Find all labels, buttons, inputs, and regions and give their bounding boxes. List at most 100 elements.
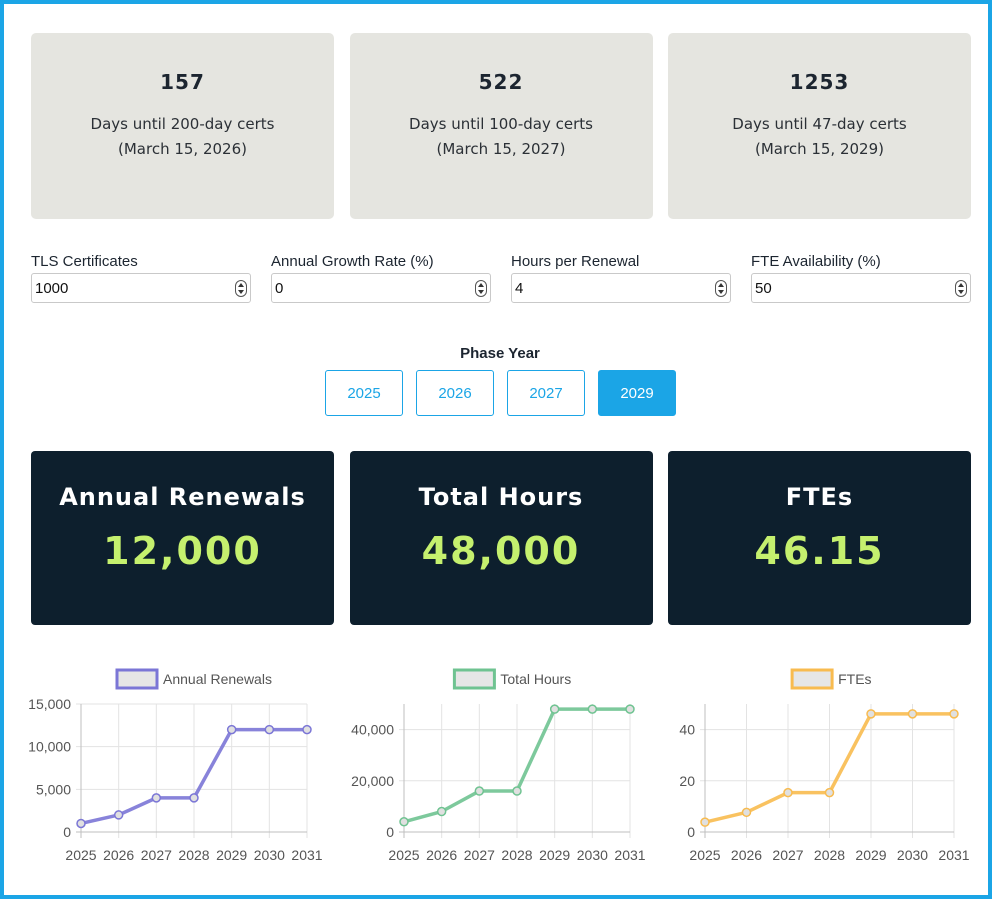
total-hours-chart: Total Hours 2025 2026 2027 2028 2029 2030 2031 0… bbox=[351, 668, 646, 863]
legend-label: Annual Renewals bbox=[163, 671, 272, 687]
ftes-title: FTEs bbox=[785, 483, 854, 511]
x-tick-label: 2029 bbox=[216, 847, 247, 863]
fte-availability-label: FTE Availability (%) bbox=[751, 253, 881, 270]
annual-renewals-card: Annual Renewals 12,000 bbox=[31, 451, 334, 625]
spinner-arrows-icon[interactable] bbox=[475, 280, 487, 297]
x-tick-label: 2026 bbox=[731, 847, 762, 863]
fte-availability-box bbox=[751, 273, 971, 303]
countdown-label: Days until 200-day certs bbox=[90, 115, 275, 133]
spinner-arrows-icon[interactable] bbox=[955, 280, 967, 297]
data-point bbox=[949, 709, 959, 719]
hours-per-renewal-box bbox=[511, 273, 731, 303]
countdown-date: (March 15, 2027) bbox=[436, 140, 566, 158]
countdown-label: Days until 47-day certs bbox=[732, 115, 907, 133]
fte-availability-group: FTE Availability (%) bbox=[751, 253, 971, 303]
phase-year-2026-button[interactable]: 2026 bbox=[416, 370, 494, 416]
data-point bbox=[700, 817, 710, 827]
data-point bbox=[226, 724, 237, 735]
data-point bbox=[189, 793, 199, 803]
annual-renewals-chart: Annual Renewals 2025 2026 2027 2028 2029 2030 2… bbox=[28, 668, 323, 863]
input-controls: TLS Certificates Annual Growth Rate (%) … bbox=[31, 253, 971, 303]
legend-label: Total Hours bbox=[500, 671, 571, 687]
phase-year-buttons: 2025 2026 2027 2029 bbox=[325, 370, 676, 416]
ftes-chart: FTEs 2025 2026 2027 2028 2029 2030 2031 0 20 40 bbox=[679, 668, 970, 863]
x-tick-label: 2028 bbox=[178, 847, 209, 863]
data-point bbox=[587, 704, 598, 714]
tls-certificates-label: TLS Certificates bbox=[31, 253, 138, 270]
countdown-date: (March 15, 2029) bbox=[755, 140, 884, 158]
data-point bbox=[512, 786, 522, 796]
total-hours-card: Total Hours 48,000 bbox=[349, 451, 653, 625]
data-point bbox=[907, 709, 918, 719]
x-tick-label: 2025 bbox=[388, 847, 419, 863]
countdown-cards: 157 Days until 200-day certs (March 15, … bbox=[31, 33, 971, 219]
countdown-card-47-day: 1253 Days until 47-day certs (March 15, … bbox=[668, 33, 971, 219]
data-point bbox=[399, 817, 409, 827]
y-tick-label: 20,000 bbox=[351, 773, 394, 789]
countdown-description: Days until 100-day certs (March 15, 2027… bbox=[350, 112, 653, 162]
ftes-card: FTEs 46.15 bbox=[668, 451, 971, 625]
phase-year-title: Phase Year bbox=[460, 345, 540, 362]
x-tick-label: 2030 bbox=[254, 847, 285, 863]
data-point bbox=[824, 787, 835, 798]
y-tick-label: 40,000 bbox=[351, 722, 394, 738]
x-tick-label: 2030 bbox=[577, 847, 608, 863]
growth-rate-input[interactable] bbox=[272, 274, 452, 302]
countdown-days: 1253 bbox=[789, 70, 850, 94]
legend-swatch bbox=[115, 668, 159, 690]
x-tick-label: 2026 bbox=[426, 847, 457, 863]
x-tick-label: 2028 bbox=[814, 847, 845, 863]
growth-rate-label: Annual Growth Rate (%) bbox=[271, 253, 434, 270]
y-tick-label: 0 bbox=[63, 824, 71, 840]
x-tick-label: 2028 bbox=[501, 847, 532, 863]
countdown-date: (March 15, 2026) bbox=[118, 140, 247, 158]
data-point bbox=[474, 786, 485, 796]
hours-per-renewal-input[interactable] bbox=[512, 274, 692, 302]
y-tick-label: 15,000 bbox=[28, 696, 71, 712]
spinner-arrows-icon[interactable] bbox=[235, 280, 247, 297]
growth-rate-box bbox=[271, 273, 491, 303]
data-point bbox=[866, 709, 876, 719]
data-point bbox=[151, 793, 162, 803]
x-tick-label: 2029 bbox=[855, 847, 886, 863]
x-tick-label: 2025 bbox=[65, 847, 96, 863]
data-point bbox=[625, 704, 635, 714]
result-cards: Annual Renewals 12,000 Total Hours 48,00… bbox=[31, 451, 971, 625]
growth-rate-group: Annual Growth Rate (%) bbox=[271, 253, 491, 303]
x-tick-label: 2031 bbox=[614, 847, 645, 863]
data-point bbox=[264, 724, 275, 735]
y-tick-label: 0 bbox=[386, 824, 394, 840]
phase-year-2025-button[interactable]: 2025 bbox=[325, 370, 403, 416]
x-tick-label: 2031 bbox=[291, 847, 322, 863]
countdown-days: 522 bbox=[478, 70, 524, 94]
y-tick-label: 40 bbox=[679, 722, 695, 738]
data-point bbox=[436, 806, 447, 817]
data-point bbox=[302, 724, 312, 735]
countdown-description: Days until 47-day certs (March 15, 2029) bbox=[668, 112, 971, 162]
data-point bbox=[783, 787, 793, 798]
total-hours-value: 48,000 bbox=[421, 529, 581, 573]
countdown-label: Days until 100-day certs bbox=[409, 115, 593, 133]
x-tick-label: 2030 bbox=[897, 847, 928, 863]
legend-swatch bbox=[452, 668, 496, 690]
x-tick-label: 2029 bbox=[539, 847, 570, 863]
phase-year-2027-button[interactable]: 2027 bbox=[507, 370, 585, 416]
x-tick-label: 2027 bbox=[772, 847, 803, 863]
ftes-value: 46.15 bbox=[754, 529, 885, 573]
countdown-card-100-day: 522 Days until 100-day certs (March 15, … bbox=[349, 33, 653, 219]
annual-renewals-title: Annual Renewals bbox=[59, 483, 306, 511]
phase-year-2029-button[interactable]: 2029 bbox=[598, 370, 676, 416]
charts-area: Annual Renewals 2025 2026 2027 2028 2029 2030 2… bbox=[4, 654, 992, 884]
spinner-arrows-icon[interactable] bbox=[715, 280, 727, 297]
y-tick-label: 0 bbox=[687, 824, 695, 840]
total-hours-title: Total Hours bbox=[418, 483, 584, 511]
data-point bbox=[549, 704, 560, 714]
annual-renewals-value: 12,000 bbox=[103, 529, 262, 573]
countdown-days: 157 bbox=[160, 70, 205, 94]
countdown-card-200-day: 157 Days until 200-day certs (March 15, … bbox=[31, 33, 334, 219]
data-point bbox=[76, 818, 86, 829]
tls-certificates-input[interactable] bbox=[32, 274, 212, 302]
data-point bbox=[113, 810, 124, 820]
fte-availability-input[interactable] bbox=[752, 274, 932, 302]
